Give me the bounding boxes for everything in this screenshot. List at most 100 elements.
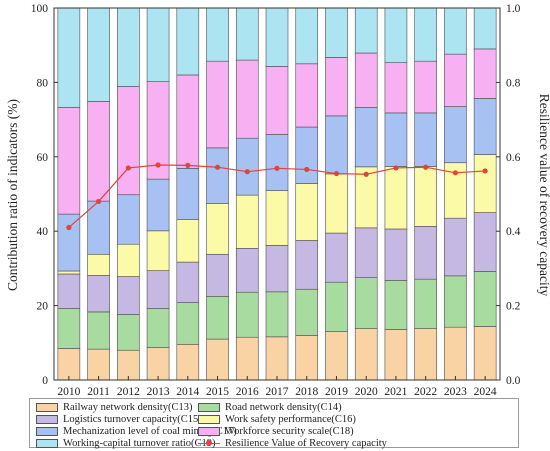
bar-segment-2014-s6: [176, 74, 200, 169]
legend-item-line: Resilience Value of Recovery capacity: [198, 436, 387, 450]
bar-segment-2016-s2: [235, 291, 259, 338]
legend-item-s7: Working-capital turnover ratio(C19): [36, 436, 216, 450]
legend-swatch-s3: [36, 414, 58, 424]
bar-segment-2019-s6: [325, 57, 348, 117]
y-tick-label-0: 0: [42, 375, 48, 387]
x-tick-label-2014: 2014: [176, 386, 199, 398]
legend: Railway network density(C13) Road network…: [29, 398, 519, 450]
bar-segment-2017-s4: [265, 190, 289, 246]
bar-segment-2018-s3: [295, 240, 319, 290]
bar-segment-2012-s3: [117, 276, 140, 315]
resilience-point-2014: [185, 162, 191, 168]
y-tick-label-100: 100: [31, 3, 49, 15]
bar-segment-2018-s6: [295, 63, 319, 128]
bar-segment-2013-s3: [146, 270, 170, 309]
bar-segment-2017-s5: [265, 134, 289, 191]
bar-segment-2018-s1: [295, 335, 319, 381]
x-tick-label-2019: 2019: [325, 386, 348, 398]
bar-segment-2023-s6: [444, 53, 467, 107]
bar-segment-2021-s1: [384, 329, 408, 381]
y2-tick-label-0.4: 0.4: [506, 226, 521, 238]
x-tick-label-2010: 2010: [57, 386, 80, 398]
y2-tick-label-0.6: 0.6: [506, 152, 521, 164]
bar-segment-2023-s2: [444, 275, 467, 328]
bar-segment-2019-s7: [325, 7, 348, 58]
legend-item-s3: Logistics turnover capacity(C15): [36, 412, 202, 426]
bars-layer: [57, 7, 497, 381]
resilience-point-2019: [333, 170, 340, 177]
legend-swatch-s5: [36, 426, 58, 436]
y-tick-label-80: 80: [37, 77, 49, 89]
resilience-line-layer: [66, 162, 488, 231]
bar-segment-2011-s5: [87, 200, 110, 255]
bar-segment-2010-s1: [57, 348, 81, 381]
legend-label-s6: Workforce security scale(C18): [225, 425, 354, 437]
bar-segment-2010-s5: [57, 213, 81, 272]
bar-segment-2016-s4: [235, 194, 259, 249]
bar-segment-2019-s3: [325, 232, 348, 283]
resilience-point-2012: [125, 165, 131, 171]
y-tick-label-40: 40: [37, 226, 49, 238]
legend-swatch-s7: [36, 438, 58, 448]
bar-segment-2023-s3: [444, 217, 467, 277]
resilience-point-2021: [393, 165, 399, 171]
bar-segment-2017-s6: [265, 66, 289, 135]
bar-segment-2012-s6: [117, 86, 140, 196]
x-tick-label-2022: 2022: [414, 386, 437, 398]
bar-segment-2010-s3: [57, 273, 81, 309]
bar-segment-2019-s2: [325, 281, 348, 332]
resilience-point-2018: [304, 166, 310, 173]
bar-segment-2011-s3: [87, 275, 110, 313]
bar-segment-2010-s2: [57, 308, 81, 349]
bar-segment-2019-s4: [325, 173, 348, 234]
legend-label-s3: Logistics turnover capacity(C15): [63, 413, 202, 425]
bar-segment-2023-s7: [444, 7, 467, 55]
bar-segment-2017-s7: [265, 7, 289, 67]
legend-label-s7: Working-capital turnover ratio(C19): [63, 437, 216, 449]
legend-item-s5: Mechanization level of coal mining(C17): [36, 424, 237, 438]
stacked-bar-chart: 0 20 40 60 80 100 0.0 0.2 0.4 0.6 0.8 1.0 2010 2011 20…: [5, 3, 550, 398]
bar-segment-2012-s1: [117, 349, 140, 381]
bar-segment-2024-s3: [473, 212, 497, 272]
x-tick-label-2011: 2011: [87, 386, 110, 398]
resilience-point-2024: [482, 168, 488, 174]
bar-segment-2016-s6: [235, 59, 259, 139]
resilience-point-2010: [66, 224, 72, 231]
bar-segment-2016-s7: [235, 7, 259, 61]
bar-segment-2010-s7: [57, 7, 81, 108]
bar-segment-2013-s5: [146, 178, 170, 232]
bar-segment-2014-s7: [176, 7, 200, 76]
bar-segment-2022-s2: [414, 278, 437, 329]
bar-segment-2021-s5: [384, 112, 408, 167]
bar-segment-2020-s6: [354, 52, 378, 108]
bar-segment-2021-s3: [384, 228, 408, 281]
legend-label-s2: Road network density(C14): [225, 401, 342, 413]
bar-segment-2016-s3: [235, 248, 259, 293]
bar-segment-2014-s3: [176, 261, 200, 303]
bar-segment-2014-s2: [176, 302, 200, 345]
x-tick-label-2023: 2023: [444, 386, 467, 398]
y2-tick-label-1.0: 1.0: [506, 3, 521, 15]
resilience-point-2017: [274, 165, 280, 171]
y-tick-label-60: 60: [37, 152, 49, 164]
bar-segment-2012-s2: [117, 314, 140, 351]
resilience-point-2015: [214, 164, 221, 170]
bar-segment-2022-s4: [414, 166, 437, 227]
bar-segment-2024-s4: [473, 154, 497, 213]
x-tick-label-2024: 2024: [474, 386, 497, 398]
legend-swatch-s4: [198, 414, 220, 424]
bar-segment-2015-s5: [206, 147, 229, 204]
bar-segment-2014-s1: [176, 343, 200, 381]
y-axis-title: Contribution ratio of indicators (%): [5, 99, 20, 291]
legend-swatch-s1: [36, 402, 58, 412]
bar-segment-2021-s7: [384, 7, 408, 63]
x-tick-label-2018: 2018: [295, 386, 318, 398]
y2-tick-label-0.2: 0.2: [506, 301, 521, 313]
bar-segment-2018-s5: [295, 126, 319, 184]
bar-segment-2011-s4: [87, 253, 110, 276]
bar-segment-2011-s7: [87, 7, 110, 102]
y-tick-label-20: 20: [37, 301, 49, 313]
bar-segment-2013-s1: [146, 347, 170, 381]
legend-item-s4: Work safety performance(C16): [198, 412, 356, 426]
bar-segment-2020-s7: [354, 7, 378, 54]
